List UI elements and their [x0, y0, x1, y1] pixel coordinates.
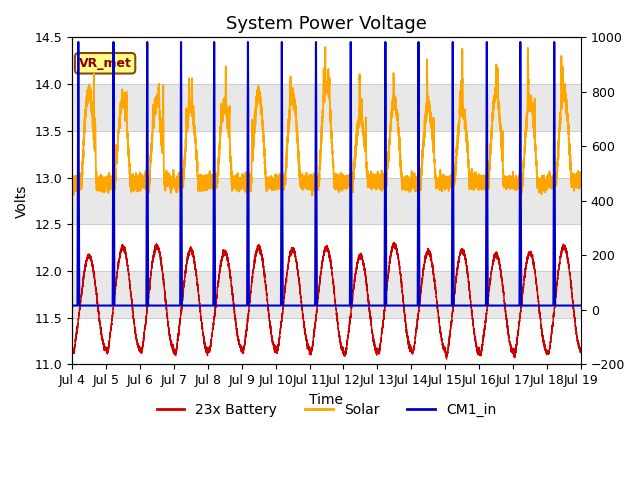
X-axis label: Time: Time: [310, 393, 344, 407]
Text: VR_met: VR_met: [79, 57, 131, 70]
Y-axis label: Volts: Volts: [15, 184, 29, 217]
Legend: 23x Battery, Solar, CM1_in: 23x Battery, Solar, CM1_in: [151, 397, 502, 423]
Bar: [72, 178, 581, 224]
Title: System Power Voltage: System Power Voltage: [226, 15, 427, 33]
Bar: [72, 271, 581, 318]
Bar: [72, 84, 581, 131]
